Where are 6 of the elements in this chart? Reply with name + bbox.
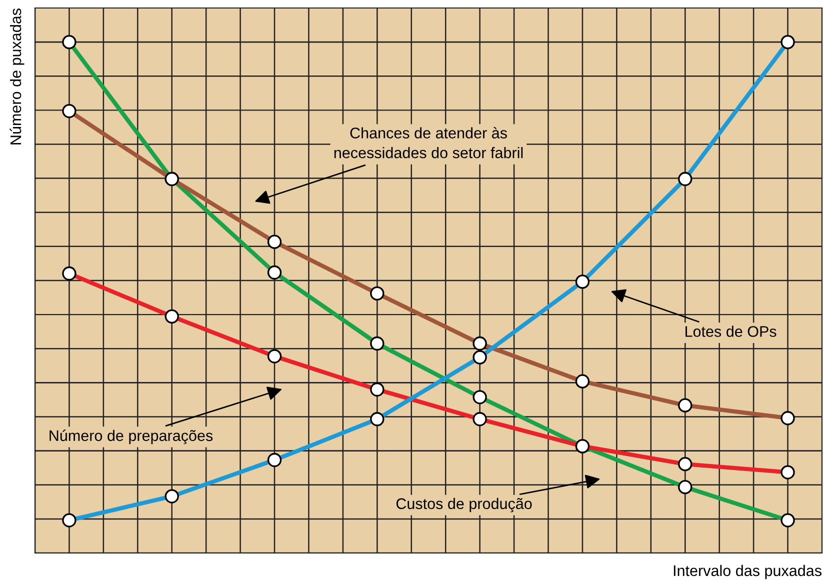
annotation: Lotes de OPs [686, 326, 776, 337]
x-axis-title: Intervalo das puxadas [674, 564, 822, 580]
annotation: Custos de produção [396, 498, 532, 512]
annotation: Chances de atender às necessidades do setor fabril [334, 127, 523, 158]
annotation: Número de preparações [50, 430, 213, 444]
y-axis-title: Número de puxadas [10, 8, 24, 144]
